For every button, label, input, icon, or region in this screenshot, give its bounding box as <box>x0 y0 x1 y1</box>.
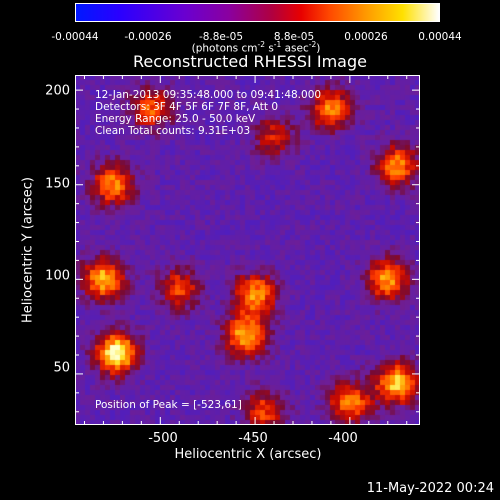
colorbar-tick: 8.8e-05 <box>273 31 315 43</box>
colorbar-tick: -8.8e-05 <box>198 31 244 43</box>
y-tick-label: 50 <box>53 360 70 376</box>
y-tick-label: 100 <box>45 268 70 284</box>
y-tick-label: 150 <box>45 176 70 192</box>
plot-date: 11-May-2022 00:24 <box>366 481 494 496</box>
colorbar-tick: 0.00026 <box>344 31 388 43</box>
info-line-clean: Clean Total counts: 9.31E+03 <box>95 125 251 137</box>
colorbar-tick: 0.00044 <box>418 31 462 43</box>
info-line-time: 12-Jan-2013 09:35:48.000 to 09:41:48.000 <box>95 89 322 101</box>
x-tick-label: -500 <box>148 431 178 446</box>
heatmap-image[interactable] <box>75 75 420 425</box>
y-axis-label: Heliocentric Y (arcsec) <box>20 177 36 323</box>
colorbar-tick: -0.00044 <box>51 31 99 43</box>
x-axis-label: Heliocentric X (arcsec) <box>174 447 322 462</box>
colorbar <box>75 3 440 22</box>
colorbar-tick: -0.00026 <box>124 31 172 43</box>
x-tick-label: -450 <box>238 431 268 446</box>
colorbar-units: (photons cm-2 s-1 asec-2) <box>191 40 321 55</box>
chart-title: Reconstructed RHESSI Image <box>133 52 367 71</box>
info-line-detectors: Detectors: 3F 4F 5F 6F 7F 8F, Att 0 <box>95 101 279 113</box>
y-tick-label: 200 <box>45 83 70 99</box>
x-tick-label: -400 <box>328 431 358 446</box>
info-line-energy: Energy Range: 25.0 - 50.0 keV <box>95 113 256 125</box>
peak-position: Position of Peak = [-523,61] <box>95 399 242 411</box>
